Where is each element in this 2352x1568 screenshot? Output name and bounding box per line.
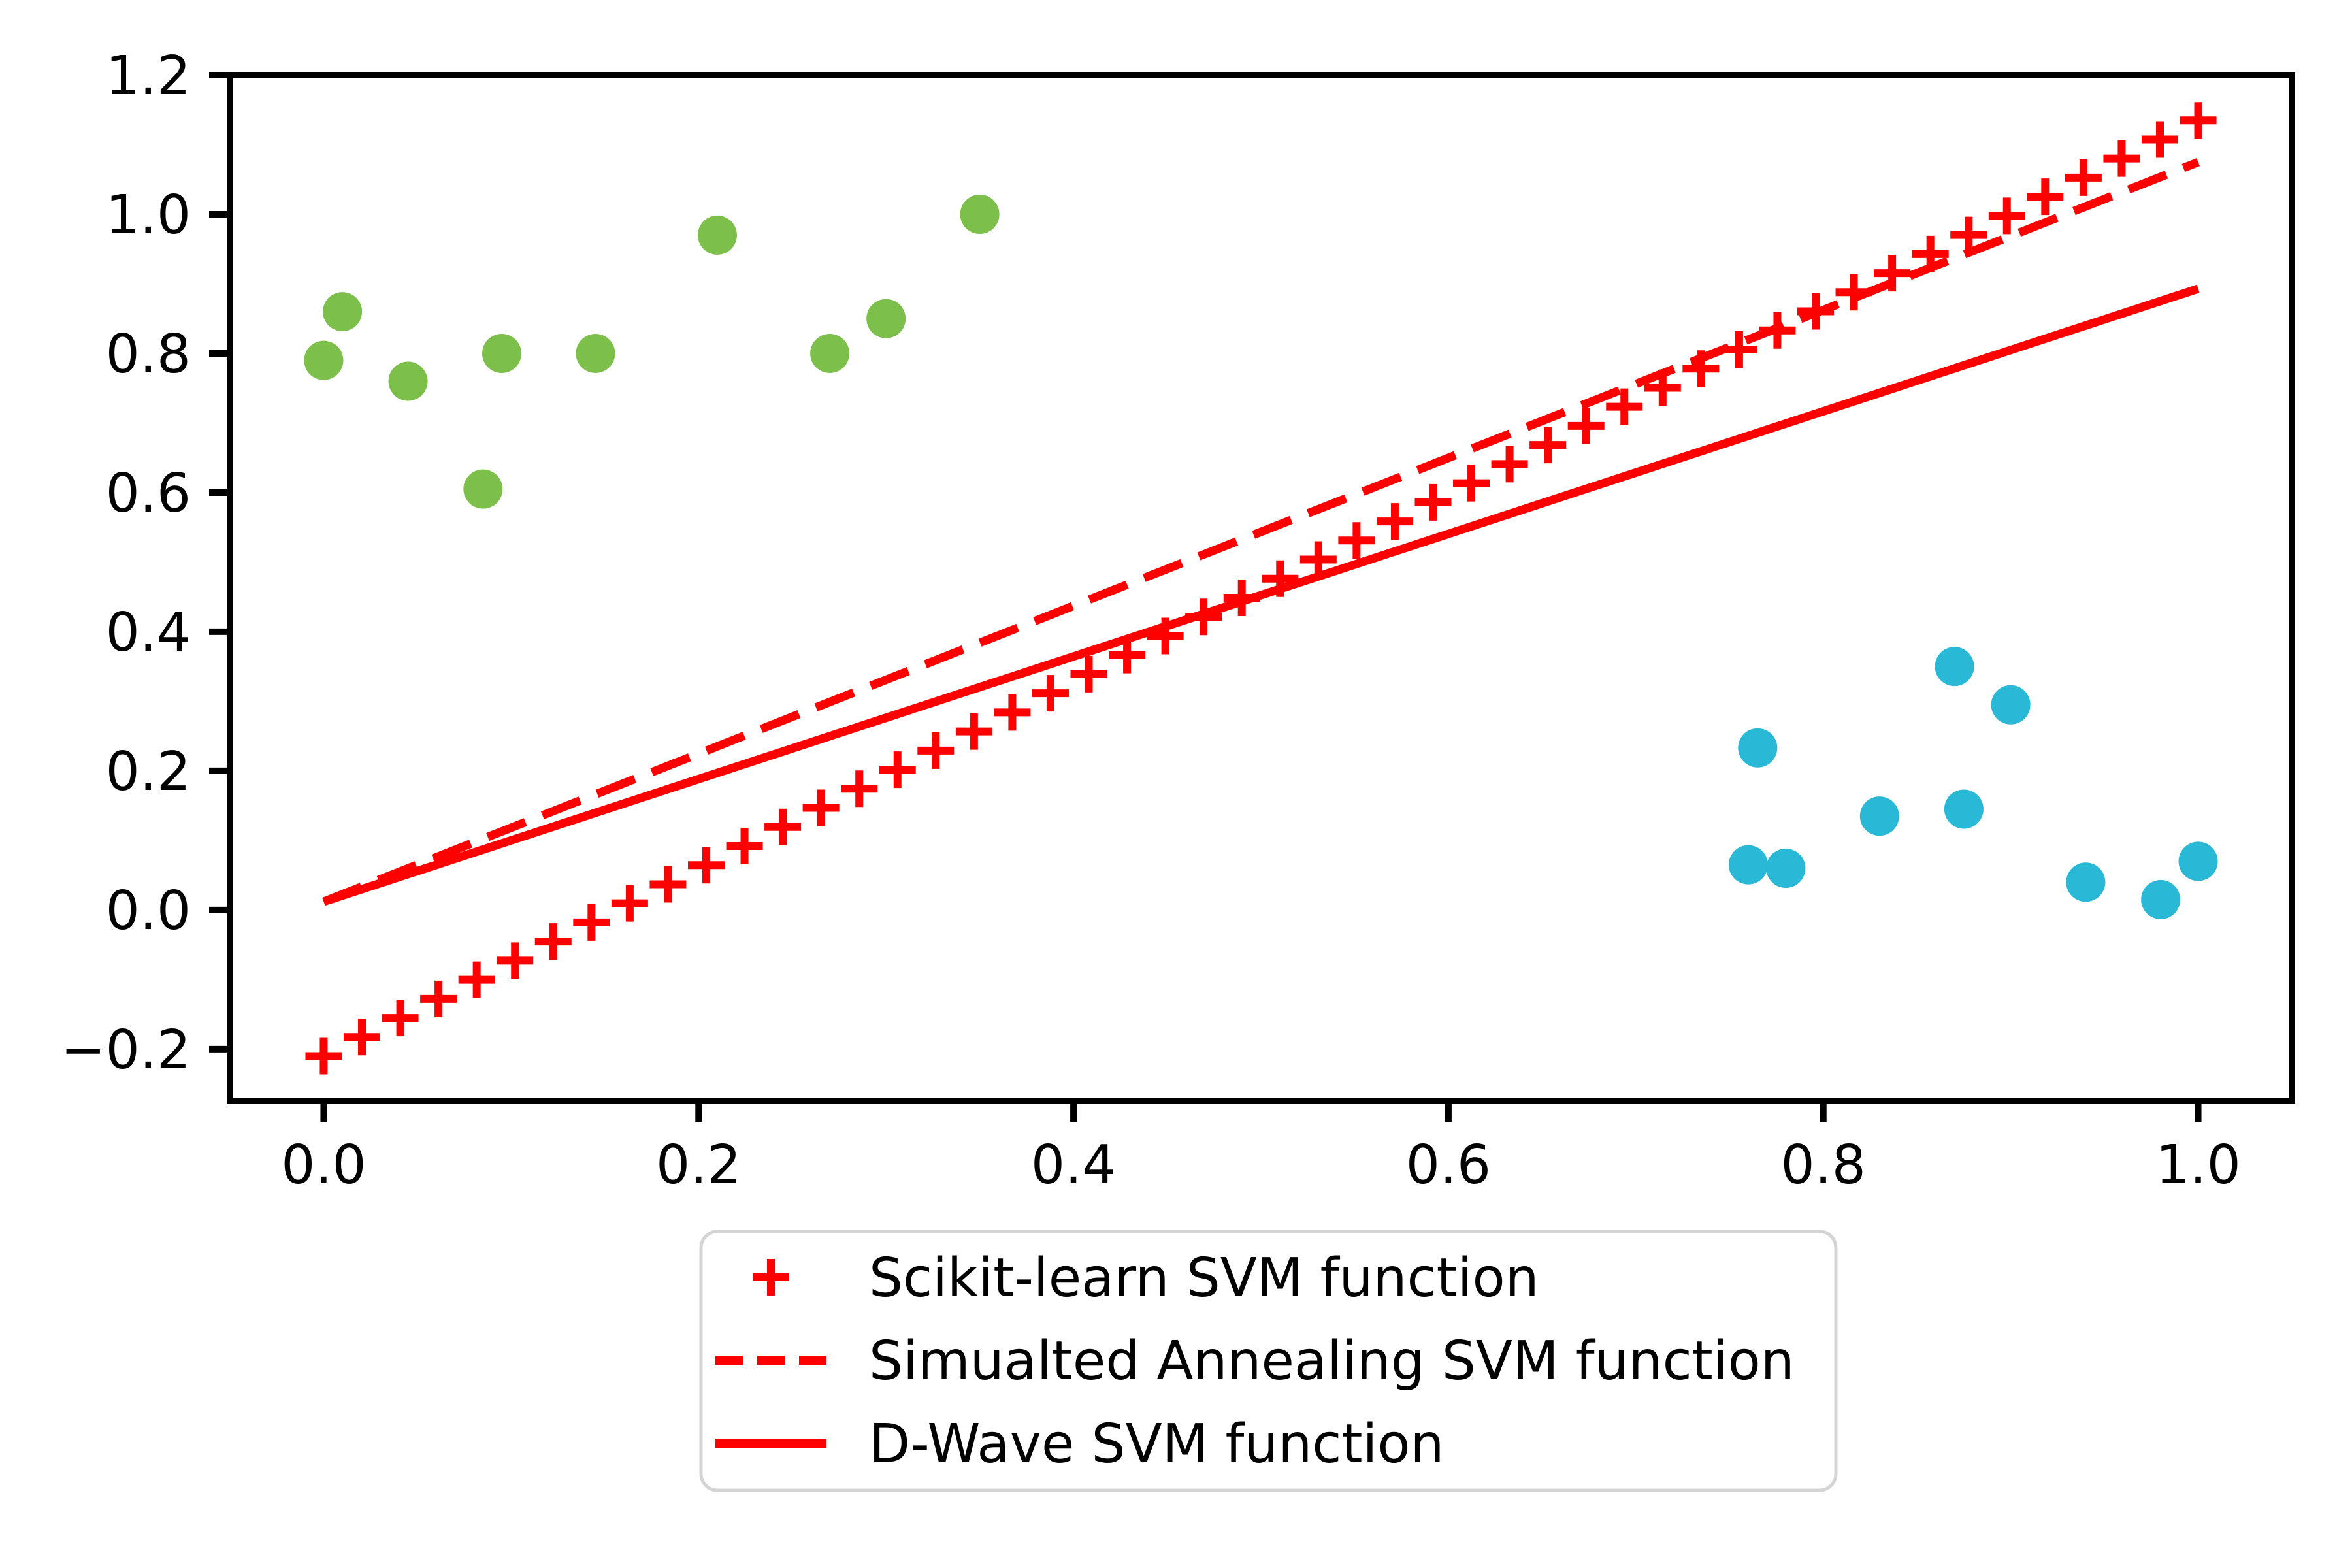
scatter-point-green xyxy=(388,361,428,401)
legend-label: Scikit-learn SVM function xyxy=(869,1247,1539,1309)
scikit-plus-marker xyxy=(917,732,955,769)
legend-label: Simualted Annealing SVM function xyxy=(869,1330,1795,1392)
scatter-point-cyan xyxy=(1944,789,1984,829)
x-tick-label: 0.0 xyxy=(281,1134,366,1196)
x-tick-label: 0.6 xyxy=(1406,1134,1491,1196)
y-tick-label: 0.4 xyxy=(106,602,191,664)
scatter-point-green xyxy=(304,340,344,380)
scatter-point-cyan xyxy=(1991,685,2031,725)
scatter-point-cyan xyxy=(2066,862,2106,902)
scikit-plus-marker xyxy=(1988,197,2025,235)
scikit-plus-marker xyxy=(764,808,802,845)
scikit-plus-marker xyxy=(1299,541,1337,578)
scikit-plus-marker xyxy=(458,961,495,998)
y-tick-label: 0.6 xyxy=(106,463,191,525)
scikit-plus-marker xyxy=(2180,102,2217,139)
scikit-plus-marker xyxy=(2141,121,2178,158)
scatter-point-green xyxy=(866,299,906,338)
scikit-plus-marker xyxy=(955,713,992,750)
scikit-plus-marker xyxy=(534,923,572,960)
y-tick-label: 0.8 xyxy=(106,323,191,385)
scatter-point-green xyxy=(576,333,615,373)
scikit-plus-marker xyxy=(726,827,763,864)
scikit-plus-marker xyxy=(573,904,610,941)
scikit-plus-marker xyxy=(1070,655,1107,693)
x-tick-label: 1.0 xyxy=(2155,1134,2240,1196)
scikit-plus-marker xyxy=(344,1019,381,1056)
axes-layer: 0.0 0.2 0.4 0.6 0.8 1.0 1.2 1.0 0.8 0.6 0.4 0.2 0.0 −… xyxy=(61,45,2295,1196)
scatter-point-cyan xyxy=(1766,848,1806,888)
scikit-plus-marker xyxy=(382,1000,419,1037)
scatter-point-cyan xyxy=(1935,647,1974,687)
scikit-plus-marker xyxy=(802,789,840,826)
scikit-plus-marker xyxy=(1606,388,1643,425)
sa-dashed-line xyxy=(322,158,2200,906)
y-tick-label: 0.0 xyxy=(106,880,191,942)
scikit-plus-marker xyxy=(1032,675,1069,712)
scikit-plus-marker xyxy=(1338,522,1375,559)
y-tick-label: 1.0 xyxy=(106,184,191,246)
scikit-plus-marker xyxy=(879,751,916,789)
scikit-plus-marker xyxy=(497,942,534,979)
plot-border xyxy=(227,72,2295,1104)
scatter-point-cyan xyxy=(1728,845,1768,885)
scikit-plus-marker xyxy=(1453,465,1490,502)
x-tick-label: 0.4 xyxy=(1031,1134,1116,1196)
scikit-plus-marker xyxy=(1376,503,1413,540)
scikit-plus-marker xyxy=(841,770,878,808)
dwave-solid-line xyxy=(322,284,2200,906)
scikit-plus-marker xyxy=(1529,427,1567,464)
scikit-plus-marker xyxy=(420,980,457,1017)
scikit-plus-marker xyxy=(305,1037,342,1075)
scikit-plus-marker xyxy=(994,694,1031,731)
scikit-plus-marker xyxy=(1950,216,1987,253)
scikit-plus-marker xyxy=(2027,178,2064,216)
y-tick-label: 1.2 xyxy=(106,45,191,107)
scatter-point-green xyxy=(463,469,503,509)
scatter-point-cyan xyxy=(2178,841,2218,881)
scatter-point-green xyxy=(323,292,363,332)
scikit-plus-marker xyxy=(1491,446,1528,483)
scikit-plus-marker xyxy=(2103,140,2140,177)
x-tick-label: 0.8 xyxy=(1781,1134,1866,1196)
scatter-point-cyan xyxy=(1738,728,1778,768)
scatter-point-green xyxy=(810,333,850,373)
legend-plus-icon xyxy=(753,1259,789,1296)
scatter-point-green xyxy=(482,333,522,373)
y-tick-label: 0.2 xyxy=(106,741,191,803)
legend-layer: Scikit-learn SVM function Simualted Annea… xyxy=(699,1230,1838,1492)
scatter-point-cyan xyxy=(2141,879,2181,919)
scatter-point-cyan xyxy=(1859,796,1899,836)
scikit-plus-marker xyxy=(2065,159,2102,196)
scikit-plus-marker xyxy=(649,866,687,903)
plot-layer xyxy=(304,102,2218,1075)
scatter-point-green xyxy=(960,194,1000,234)
scikit-plus-marker xyxy=(687,847,725,884)
y-tick-label: −0.2 xyxy=(61,1019,191,1081)
legend-box xyxy=(699,1230,1838,1492)
scatter-point-green xyxy=(697,215,737,255)
scikit-plus-marker xyxy=(1414,483,1452,521)
legend-label: D-Wave SVM function xyxy=(869,1413,1444,1475)
scikit-plus-marker xyxy=(611,885,648,922)
x-tick-label: 0.2 xyxy=(656,1134,741,1196)
scikit-plus-marker xyxy=(1567,407,1605,444)
